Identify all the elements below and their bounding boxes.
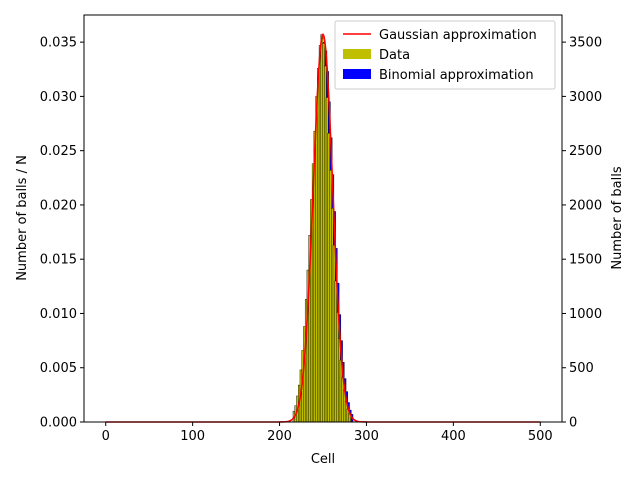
legend-swatch-data — [343, 49, 371, 59]
y-tick-label-right: 2000 — [569, 198, 602, 213]
legend: Gaussian approximation Data Binomial app… — [334, 20, 556, 90]
y-axis-label-right: Number of balls — [610, 166, 625, 269]
y-tick-label-left: 0.020 — [40, 198, 77, 213]
y-tick-label-left: 0.035 — [40, 36, 77, 51]
legend-label-binomial: Binomial approximation — [379, 68, 534, 83]
y-tick-label-left: 0.025 — [40, 144, 77, 159]
x-axis-label: Cell — [311, 452, 335, 467]
x-tick-label: 400 — [441, 429, 466, 444]
x-tick-label: 100 — [180, 429, 205, 444]
legend-box — [334, 20, 556, 90]
y-tick-label-right: 0 — [569, 416, 577, 431]
y-tick-label-right: 3500 — [569, 36, 602, 51]
y-tick-label-left: 0.030 — [40, 90, 77, 105]
y-axis-label-left: Number of balls / N — [15, 155, 30, 281]
plot-frame — [83, 14, 563, 423]
y-tick-label-right: 500 — [569, 361, 594, 376]
x-tick-label: 200 — [267, 429, 292, 444]
y-tick-label-right: 3000 — [569, 90, 602, 105]
y-tick-label-left: 0.015 — [40, 253, 77, 268]
y-tick-label-left: 0.010 — [40, 307, 77, 322]
y-tick-label-right: 2500 — [569, 144, 602, 159]
y-ticks-right: 0 500 1000 1500 2000 2500 3000 3500 — [562, 36, 602, 431]
y-tick-label-right: 1000 — [569, 307, 602, 322]
y-tick-label-right: 1500 — [569, 253, 602, 268]
y-tick-label-left: 0.005 — [40, 361, 77, 376]
x-tick-label: 300 — [354, 429, 379, 444]
x-ticks: 0 100 200 300 400 500 — [102, 422, 553, 444]
x-tick-label: 0 — [102, 429, 110, 444]
legend-label-gaussian: Gaussian approximation — [379, 28, 537, 43]
x-tick-label: 500 — [528, 429, 553, 444]
legend-swatch-binomial — [343, 69, 371, 79]
legend-label-data: Data — [379, 48, 410, 63]
y-tick-label-left: 0.000 — [40, 416, 77, 431]
y-ticks-left: 0.000 0.005 0.010 0.015 0.020 0.025 0.030 0.035 — [40, 36, 84, 431]
